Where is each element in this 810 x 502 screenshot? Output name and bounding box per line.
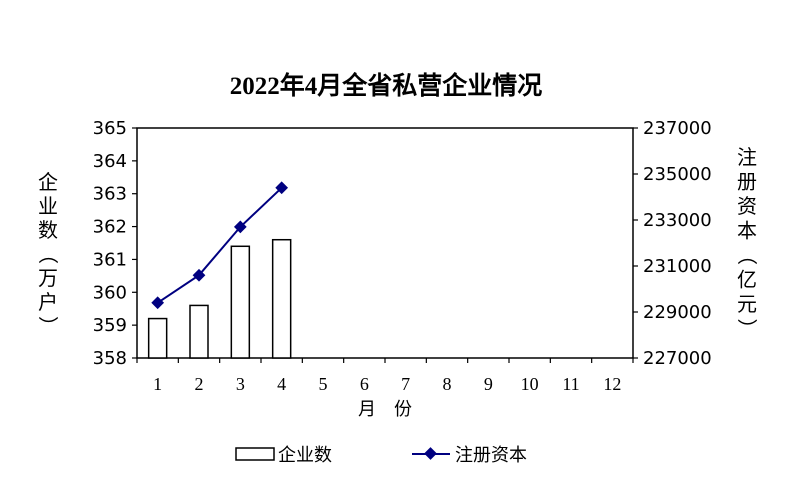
y-axis-label-left: 企业数（万户） — [36, 170, 60, 336]
left-tick-label: 363 — [93, 184, 127, 205]
x-tick-label: 2 — [195, 374, 204, 394]
right-tick-label: 227000 — [643, 348, 712, 369]
axis-label-char: ） — [36, 316, 60, 336]
x-axis-label: 月 份 — [358, 399, 412, 420]
bar — [147, 317, 168, 359]
left-tick-label: 365 — [93, 118, 127, 139]
x-tick-label: 1 — [153, 374, 162, 394]
right-axis: 227000 229000 231000 233000 235000 237000 — [633, 118, 712, 369]
legend-line-marker — [424, 447, 437, 460]
axis-label-char: 亿 — [737, 268, 757, 292]
axis-label-char: 资 — [737, 194, 757, 218]
x-tick-label: 5 — [319, 374, 328, 394]
legend-line-label: 注册资本 — [455, 445, 527, 466]
bar — [271, 238, 292, 359]
bar-series-enterprises — [147, 238, 292, 359]
x-tick-label: 10 — [521, 374, 539, 394]
left-tick-label: 360 — [93, 282, 127, 303]
axis-label-char: 企 — [38, 170, 58, 194]
left-tick-label: 361 — [93, 249, 127, 270]
axis-label-char: 注 — [737, 145, 757, 169]
right-tick-label: 231000 — [643, 256, 712, 277]
axis-label-char: 户 — [38, 290, 58, 314]
axis-label-char: 业 — [38, 194, 58, 218]
chart-title: 2022年4月全省私营企业情况 — [230, 71, 543, 100]
series-line — [157, 187, 283, 304]
x-tick-label: 11 — [562, 374, 579, 394]
left-tick-label: 359 — [93, 315, 127, 336]
right-tick-label: 235000 — [643, 164, 712, 185]
x-tick-label: 6 — [360, 374, 369, 394]
x-axis: 1 2 3 4 5 6 7 8 9 10 11 12 — [136, 358, 634, 394]
left-tick-label: 358 — [93, 348, 127, 369]
x-tick-label: 7 — [401, 374, 410, 394]
x-tick-label: 8 — [443, 374, 452, 394]
x-tick-label: 3 — [236, 374, 245, 394]
axis-label-char: 元 — [737, 292, 757, 316]
legend: 企业数 注册资本 — [235, 445, 527, 466]
right-tick-label: 229000 — [643, 302, 712, 323]
axis-label-char: 册 — [737, 170, 757, 194]
x-tick-label: 9 — [484, 374, 493, 394]
line-point — [151, 296, 165, 310]
plot-area — [136, 127, 634, 359]
axis-label-char: 数 — [38, 218, 58, 242]
axis-label-char: （ — [36, 244, 60, 264]
bar — [230, 245, 251, 359]
axis-label-char: （ — [735, 245, 759, 265]
line-point — [275, 181, 289, 195]
legend-bar-swatch — [235, 447, 275, 461]
x-tick-label: 4 — [277, 374, 286, 394]
legend-bar-label: 企业数 — [278, 445, 332, 466]
left-tick-label: 364 — [93, 151, 127, 172]
y-axis-label-right: 注册资本（ 亿元 ） — [735, 145, 759, 339]
line-point — [192, 268, 206, 282]
axis-label-char: 万 — [38, 266, 58, 290]
left-axis: 358 359 360 361 362 363 364 365 — [93, 118, 137, 369]
right-tick-label: 237000 — [643, 118, 712, 139]
left-tick-label: 362 — [93, 217, 127, 238]
bar — [189, 304, 209, 359]
x-tick-label: 12 — [603, 374, 621, 394]
right-tick-label: 233000 — [643, 210, 712, 231]
line-series-capital — [151, 181, 289, 310]
axis-label-char: ） — [735, 319, 759, 339]
line-point — [233, 220, 247, 234]
axis-label-char: 本 — [737, 219, 757, 243]
